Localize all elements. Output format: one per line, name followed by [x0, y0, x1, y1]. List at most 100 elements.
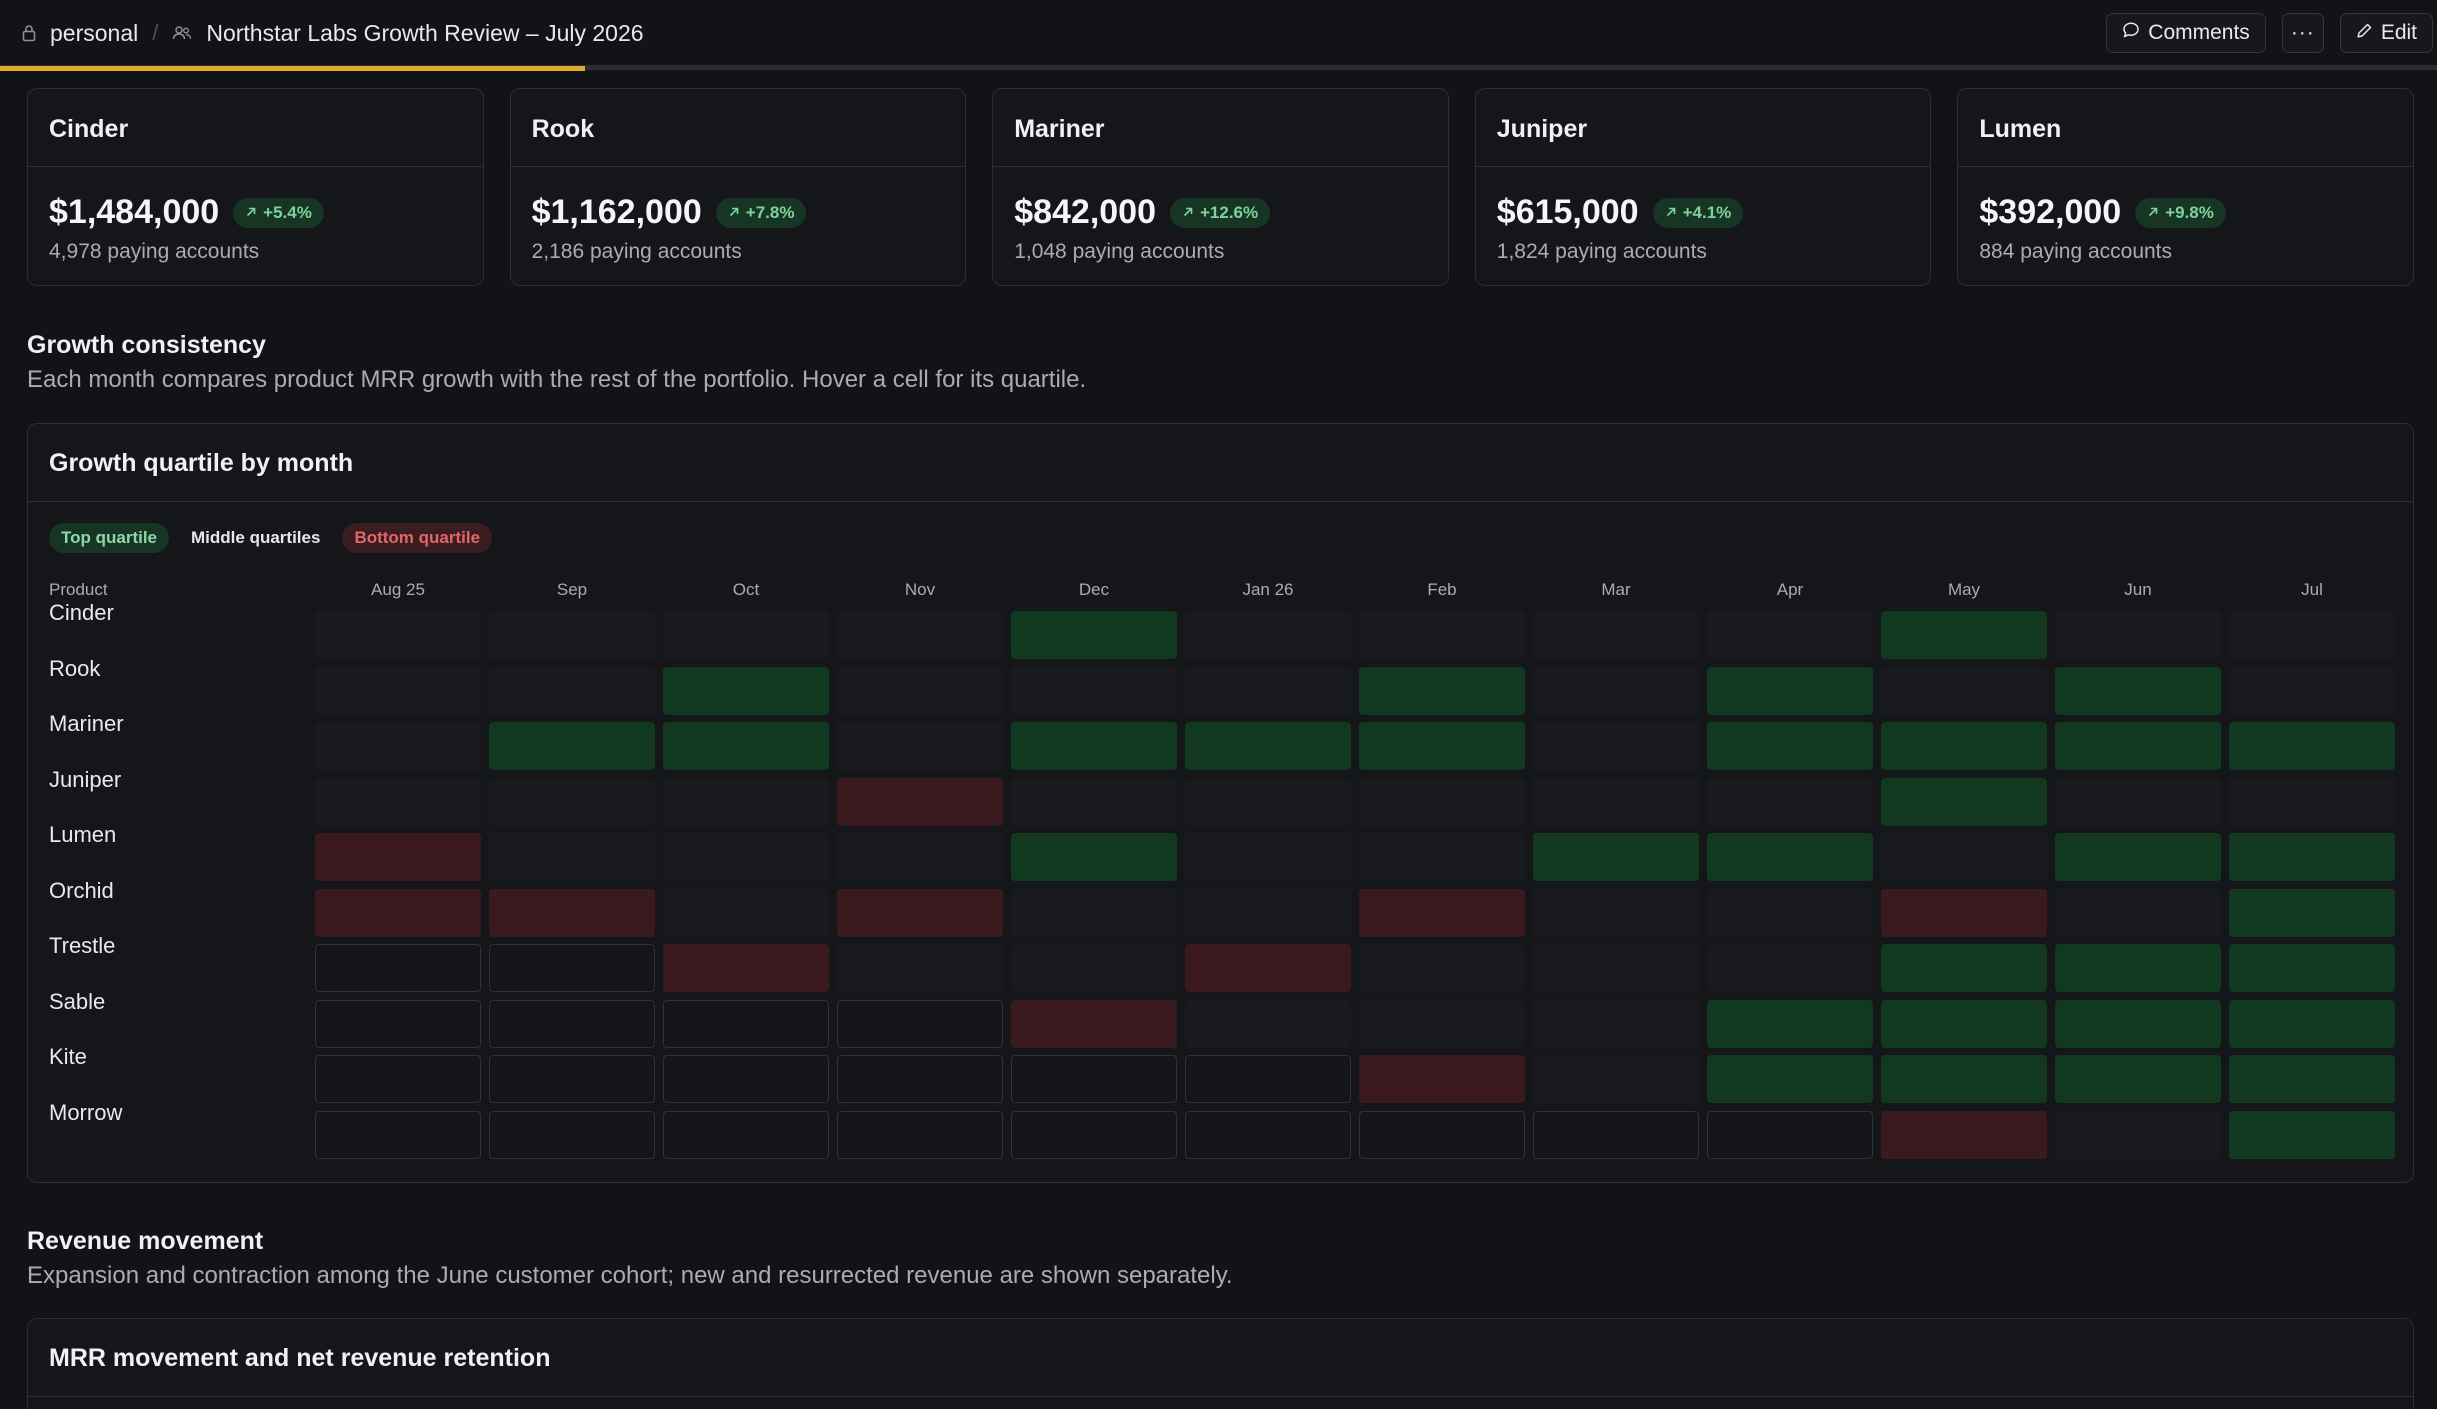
heatmap-cell[interactable]: [1533, 999, 1699, 1048]
legend-middle-quartiles[interactable]: Middle quartiles: [191, 528, 321, 547]
heatmap-cell[interactable]: [1881, 833, 2047, 881]
heatmap-cell[interactable]: [315, 888, 481, 937]
heatmap-cell[interactable]: [2229, 722, 2395, 770]
heatmap-cell[interactable]: [1011, 777, 1177, 826]
heatmap-cell[interactable]: [1881, 944, 2047, 992]
heatmap-cell[interactable]: [2055, 666, 2221, 715]
heatmap-cell[interactable]: [489, 611, 655, 659]
heatmap-cell[interactable]: [315, 666, 481, 715]
heatmap-cell[interactable]: [1011, 666, 1177, 715]
heatmap-cell[interactable]: [663, 611, 829, 659]
heatmap-cell[interactable]: [1533, 666, 1699, 715]
heatmap-cell[interactable]: [2055, 722, 2221, 770]
heatmap-cell[interactable]: [2229, 944, 2395, 992]
heatmap-cell[interactable]: [837, 833, 1003, 881]
heatmap-cell[interactable]: [663, 666, 829, 715]
heatmap-cell[interactable]: [1011, 833, 1177, 881]
heatmap-cell[interactable]: [2229, 888, 2395, 937]
heatmap-cell[interactable]: [489, 777, 655, 826]
heatmap-cell[interactable]: [1881, 777, 2047, 826]
heatmap-cell[interactable]: [489, 833, 655, 881]
heatmap-cell[interactable]: [837, 611, 1003, 659]
heatmap-cell[interactable]: [837, 888, 1003, 937]
heatmap-cell[interactable]: [1707, 722, 1873, 770]
heatmap-cell[interactable]: [663, 833, 829, 881]
heatmap-cell[interactable]: [2229, 666, 2395, 715]
heatmap-cell[interactable]: [1881, 611, 2047, 659]
more-button[interactable]: ···: [2281, 13, 2324, 53]
heatmap-cell[interactable]: [1881, 722, 2047, 770]
heatmap-cell[interactable]: [663, 777, 829, 826]
heatmap-cell[interactable]: [315, 777, 481, 826]
heatmap-cell[interactable]: [315, 833, 481, 881]
legend-bottom-quartile[interactable]: Bottom quartile: [342, 523, 493, 553]
heatmap-cell[interactable]: [2055, 1055, 2221, 1103]
heatmap-cell[interactable]: [837, 777, 1003, 826]
heatmap-cell[interactable]: [1185, 666, 1351, 715]
heatmap-cell[interactable]: [1881, 999, 2047, 1048]
heatmap-cell[interactable]: [663, 888, 829, 937]
heatmap-cell[interactable]: [837, 666, 1003, 715]
heatmap-cell[interactable]: [1011, 944, 1177, 992]
heatmap-cell[interactable]: [1359, 999, 1525, 1048]
heatmap-cell[interactable]: [489, 722, 655, 770]
heatmap-cell[interactable]: [1011, 999, 1177, 1048]
breadcrumb-workspace[interactable]: personal: [50, 19, 139, 46]
heatmap-cell[interactable]: [1359, 666, 1525, 715]
heatmap-cell[interactable]: [1533, 611, 1699, 659]
heatmap-cell[interactable]: [1707, 777, 1873, 826]
heatmap-cell[interactable]: [837, 722, 1003, 770]
heatmap-cell[interactable]: [1533, 888, 1699, 937]
heatmap-cell[interactable]: [2055, 1110, 2221, 1159]
heatmap-cell[interactable]: [1359, 777, 1525, 826]
document-title[interactable]: Northstar Labs Growth Review – July 2026: [206, 19, 644, 46]
heatmap-cell[interactable]: [1707, 999, 1873, 1048]
heatmap-cell[interactable]: [1359, 722, 1525, 770]
comments-button[interactable]: Comments: [2106, 13, 2266, 53]
heatmap-cell[interactable]: [1011, 722, 1177, 770]
heatmap-cell[interactable]: [1707, 833, 1873, 881]
heatmap-cell[interactable]: [2229, 611, 2395, 659]
heatmap-cell[interactable]: [489, 888, 655, 937]
heatmap-cell[interactable]: [2055, 611, 2221, 659]
heatmap-cell[interactable]: [1881, 1110, 2047, 1159]
heatmap-cell[interactable]: [1707, 1055, 1873, 1103]
heatmap-cell[interactable]: [663, 944, 829, 992]
heatmap-cell[interactable]: [315, 722, 481, 770]
heatmap-cell[interactable]: [1707, 611, 1873, 659]
heatmap-cell[interactable]: [837, 944, 1003, 992]
heatmap-cell[interactable]: [2229, 1055, 2395, 1103]
heatmap-cell[interactable]: [1533, 777, 1699, 826]
heatmap-cell[interactable]: [1359, 944, 1525, 992]
heatmap-cell[interactable]: [1533, 722, 1699, 770]
heatmap-cell[interactable]: [1011, 888, 1177, 937]
heatmap-cell[interactable]: [2055, 888, 2221, 937]
heatmap-cell[interactable]: [2055, 999, 2221, 1048]
heatmap-cell[interactable]: [1707, 666, 1873, 715]
heatmap-cell[interactable]: [2055, 833, 2221, 881]
heatmap-cell[interactable]: [2055, 944, 2221, 992]
heatmap-cell[interactable]: [1707, 944, 1873, 992]
heatmap-cell[interactable]: [1185, 722, 1351, 770]
heatmap-cell[interactable]: [2229, 999, 2395, 1048]
heatmap-cell[interactable]: [2229, 833, 2395, 881]
heatmap-cell[interactable]: [315, 611, 481, 659]
heatmap-cell[interactable]: [1359, 833, 1525, 881]
heatmap-cell[interactable]: [1881, 888, 2047, 937]
heatmap-cell[interactable]: [1359, 1055, 1525, 1103]
heatmap-cell[interactable]: [1533, 944, 1699, 992]
legend-top-quartile[interactable]: Top quartile: [49, 523, 170, 553]
heatmap-cell[interactable]: [1359, 888, 1525, 937]
heatmap-cell[interactable]: [663, 722, 829, 770]
heatmap-cell[interactable]: [2229, 1110, 2395, 1159]
edit-button[interactable]: Edit: [2339, 13, 2433, 53]
heatmap-cell[interactable]: [1185, 888, 1351, 937]
heatmap-cell[interactable]: [1185, 833, 1351, 881]
heatmap-cell[interactable]: [489, 666, 655, 715]
heatmap-cell[interactable]: [2055, 777, 2221, 826]
heatmap-cell[interactable]: [1707, 888, 1873, 937]
heatmap-cell[interactable]: [1881, 1055, 2047, 1103]
heatmap-cell[interactable]: [1185, 944, 1351, 992]
heatmap-cell[interactable]: [1881, 666, 2047, 715]
heatmap-cell[interactable]: [1185, 999, 1351, 1048]
